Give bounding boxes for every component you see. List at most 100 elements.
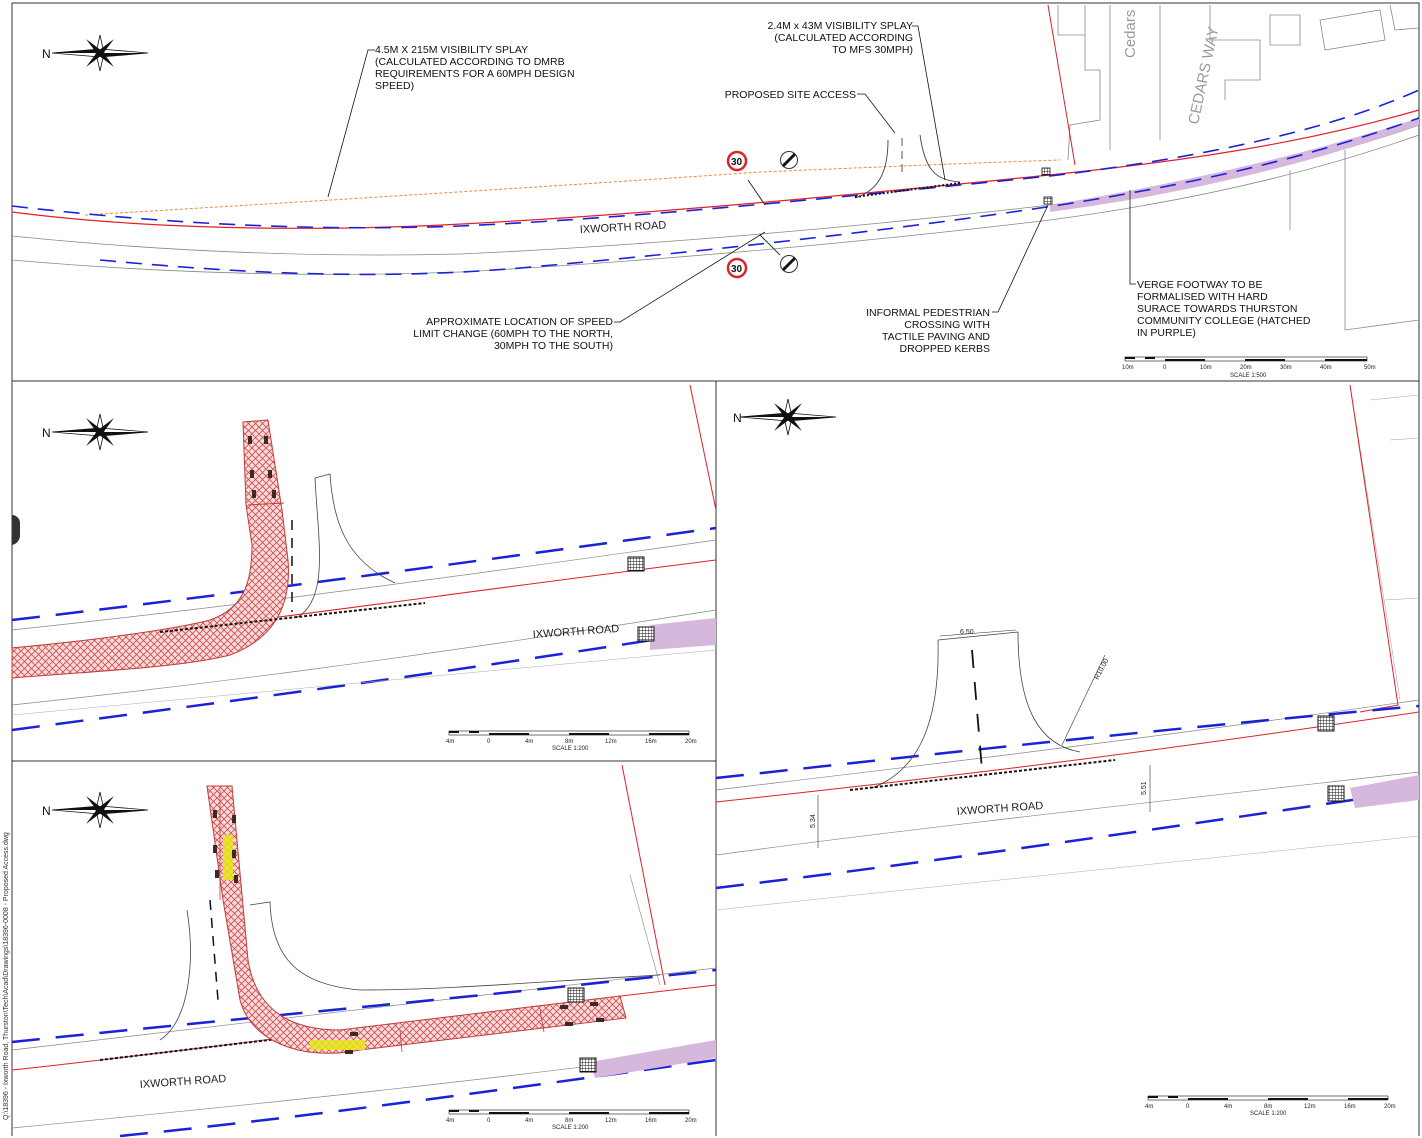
verge-footway-hatch: [650, 618, 716, 650]
highway-boundary: [11, 109, 1420, 229]
vehicle-wheels: [248, 436, 276, 498]
svg-text:40m: 40m: [1320, 365, 1332, 371]
dim-left: 5.34: [810, 814, 817, 828]
svg-text:SCALE 1:200: SCALE 1:200: [1250, 1111, 1287, 1117]
svg-text:20m: 20m: [1384, 1104, 1396, 1110]
verge-footway-hatch: [590, 1040, 716, 1078]
swept-path-refuse: [206, 785, 627, 1054]
svg-text:30: 30: [731, 157, 743, 168]
svg-text:16m: 16m: [1344, 1104, 1356, 1110]
blue-splay-south: [715, 788, 1420, 890]
visibility-splay-main: [84, 159, 1061, 216]
dim-right: 5.51: [1141, 781, 1148, 795]
north-label: N: [42, 47, 51, 61]
blue-splay-north: [11, 526, 717, 622]
svg-text:0: 0: [487, 739, 491, 745]
svg-text:8m: 8m: [565, 1118, 573, 1124]
north-arrow: N: [42, 791, 149, 829]
vehicle-axles: [399, 1009, 545, 1053]
dropped-kerb: [849, 759, 1116, 791]
tactile-paving-north: [1317, 715, 1335, 732]
site-boundary-inner: [629, 874, 661, 986]
verge-footway-hatch: [1350, 775, 1419, 808]
svg-text:N: N: [42, 804, 51, 818]
svg-text:8m: 8m: [565, 739, 573, 745]
tactile-paving-south: [637, 626, 655, 642]
scale-bar-top: 10m 0 10m 20m 30m 40m 50m SCALE 1:500: [1122, 356, 1376, 379]
svg-text:N: N: [42, 426, 51, 440]
road-label: IXWORTH ROAD: [139, 1073, 226, 1091]
dim-width: 6.50: [960, 629, 974, 636]
site-access-geometry: [854, 134, 961, 199]
road-edge-south: [11, 134, 1420, 275]
dim-line-width: [939, 629, 1017, 637]
panel-tracking-refuse-vehicle: N IXWORTH ROAD: [11, 764, 717, 1138]
svg-text:4m: 4m: [1145, 1104, 1153, 1110]
svg-text:4m: 4m: [1224, 1104, 1232, 1110]
footway-edge: [11, 539, 717, 631]
dropped-kerb: [159, 602, 426, 633]
vehicle-wheels: [213, 810, 604, 1054]
vehicle-body-yellow: [310, 1040, 365, 1050]
svg-text:10m: 10m: [1122, 365, 1134, 371]
access-kerbs: [871, 631, 1081, 789]
svg-text:SCALE 1:200: SCALE 1:200: [552, 746, 589, 752]
swept-path-tracking: [11, 419, 289, 679]
svg-text:16m: 16m: [645, 1118, 657, 1124]
site-boundary-line: [1047, 4, 1076, 166]
svg-text:30m: 30m: [1280, 365, 1292, 371]
vehicle-axle: [247, 502, 285, 506]
svg-text:2.4M x 43M VISIBILITY SPLAY(CA: 2.4M x 43M VISIBILITY SPLAY (CALCULATED A…: [767, 20, 913, 56]
north-arrow: N: [733, 398, 837, 436]
sign-posts: [747, 179, 781, 256]
callout-splay-main: 4.5M X 215M VISIBILITY SPLAY (CALCULATED …: [327, 44, 575, 198]
verge-footway-hatch: [1050, 118, 1419, 212]
callout-speed-change: APPROXIMATE LOCATION OF SPEED LIMIT CHANG…: [413, 231, 766, 352]
tactile-paving-south: [1327, 785, 1345, 802]
blue-splay-north: [715, 704, 1420, 780]
svg-text:50m: 50m: [1364, 365, 1376, 371]
svg-text:16m: 16m: [645, 739, 657, 745]
street-label-cedars-way: CEDARS WAY: [1185, 25, 1222, 126]
road-edge-south: [11, 609, 717, 706]
callout-splay-access: 2.4M x 43M VISIBILITY SPLAY (CALCULATED A…: [767, 20, 946, 181]
blue-splay-north: [11, 968, 717, 1044]
svg-text:4.5M X 215M VISIBILITY SPLAY(C: 4.5M X 215M VISIBILITY SPLAY (CALCULATED …: [375, 44, 575, 92]
svg-text:12m: 12m: [605, 1118, 617, 1124]
svg-text:PROPOSED SITE ACCESS: PROPOSED SITE ACCESS: [725, 89, 856, 101]
svg-text:N: N: [733, 411, 742, 425]
blue-splay-north: [11, 89, 1420, 229]
road-edge: [11, 124, 1420, 256]
speed-sign-south: 30: [726, 257, 748, 279]
access-centreline: [971, 649, 983, 771]
site-boundary-line: [1349, 384, 1399, 713]
vehicle-cab-yellow: [223, 835, 233, 880]
dim-line-radius: [1061, 654, 1106, 746]
svg-text:SCALE 1:200: SCALE 1:200: [552, 1125, 589, 1131]
scale-bar-mid-left: 4m 0 4m 8m 12m 16m 20m SCALE 1:200: [446, 730, 697, 752]
panel-tracking-large-vehicle: N IXWORTH ROAD 4m 0 4m: [11, 384, 717, 752]
svg-text:20m: 20m: [685, 739, 697, 745]
svg-text:20m: 20m: [1240, 365, 1252, 371]
scale-bar-bottom-left: 4m 0 4m 8m 12m 16m 20m SCALE 1:200: [446, 1109, 697, 1131]
file-path-label: Q:\18396 - Ixworth Road, Thurston\Tech\A…: [3, 832, 10, 1120]
north-arrow: N: [42, 34, 149, 72]
site-boundary-line: [621, 764, 666, 986]
tactile-paving-north: [627, 556, 645, 572]
access-centreline: [209, 899, 219, 1001]
buildings: [1057, 4, 1420, 331]
svg-text:20m: 20m: [685, 1118, 697, 1124]
tactile-paving-north: [1041, 167, 1051, 176]
road-label: IXWORTH ROAD: [580, 219, 667, 236]
blue-splay-south: [99, 117, 1420, 276]
svg-text:4m: 4m: [446, 739, 454, 745]
road-edge-south: [715, 771, 1420, 856]
svg-text:4m: 4m: [525, 1118, 533, 1124]
panel-frames: [11, 2, 1420, 1136]
footway-edge: [715, 699, 1420, 791]
site-boundary-line: [689, 384, 717, 511]
dim-radius: R10.00: [1094, 658, 1111, 681]
svg-text:0: 0: [1163, 365, 1167, 371]
